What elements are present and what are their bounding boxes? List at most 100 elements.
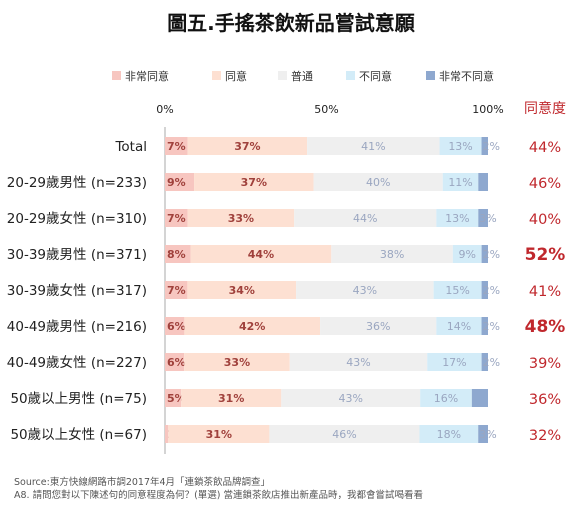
data-label: 41% [361, 140, 385, 153]
bar-segment [184, 353, 290, 371]
bar-rows: Total 7% 37% 41% 13% 2% 44%20-29歲男性 (n=233) 9% 3… [7, 137, 566, 444]
bar-segment [165, 389, 182, 407]
bar-segment [420, 389, 472, 407]
x-tick-label: 100% [472, 103, 503, 116]
x-tick-label: 0% [156, 103, 173, 116]
data-label: 36% [366, 320, 390, 333]
data-label: 7% [167, 212, 186, 225]
bar-segment [439, 137, 482, 155]
bar-segment [187, 209, 295, 227]
bar-segment [194, 173, 314, 191]
bar-segment [269, 425, 420, 443]
bar-segment [331, 245, 453, 263]
bar-segment [307, 137, 440, 155]
bar-segment [481, 137, 488, 155]
category-label: 20-29歲男性 (n=233) [7, 175, 147, 191]
data-label: 37% [241, 176, 267, 189]
bar-segment [481, 245, 488, 263]
bar-row: 20-29歲女性 (n=310) 7% 33% 44% 13% 3% 40% [7, 209, 561, 228]
bar-segment [433, 281, 482, 299]
bar-segment [187, 137, 308, 155]
data-label: 46% [332, 428, 356, 441]
data-label: 34% [229, 284, 255, 297]
agree-value: 36% [529, 392, 561, 408]
agree-value: 32% [529, 428, 561, 444]
data-label: 8% [167, 248, 186, 261]
data-label: 37% [234, 140, 260, 153]
data-label: 2% [483, 284, 500, 297]
bar-row: Total 7% 37% 41% 13% 2% 44% [114, 137, 561, 156]
agree-value: 52% [525, 245, 566, 265]
bar-segment [165, 353, 185, 371]
data-label: 33% [224, 356, 250, 369]
agree-value: 41% [529, 284, 561, 300]
category-label: 50歲以上女性 (n=67) [10, 426, 147, 443]
bar-row: 30-39歲男性 (n=371) 8% 44% 38% 9% 2% 52% [7, 245, 566, 265]
bar-segment [289, 353, 428, 371]
data-label: 43% [346, 356, 370, 369]
category-label: 40-49歲女性 (n=227) [7, 354, 147, 371]
data-label: 6% [167, 356, 186, 369]
legend-label: 非常不同意 [439, 69, 494, 83]
data-label: 42% [239, 320, 265, 333]
data-label: 40% [366, 176, 390, 189]
source-note: Source:東方快線網路市調2017年4月「連鎖茶飲品牌調查」 [14, 477, 271, 488]
data-label: 6% [167, 320, 186, 333]
data-label: 3% [479, 212, 496, 225]
bar-segment [313, 173, 443, 191]
data-label: 3% [479, 428, 496, 441]
bar-segment [165, 173, 195, 191]
data-label: 14% [447, 320, 471, 333]
bar-segment [187, 281, 297, 299]
data-label: 44% [248, 248, 274, 261]
data-label: 33% [228, 212, 254, 225]
legend-swatch [212, 71, 221, 80]
bar-segment [294, 209, 437, 227]
legend-label: 同意 [225, 69, 247, 83]
data-label: 17% [442, 356, 466, 369]
data-label: 38% [380, 248, 404, 261]
footer: Source:東方快線網路市調2017年4月「連鎖茶飲品牌調查」 A8. 請問您… [14, 476, 423, 502]
bar-segment [165, 137, 188, 155]
bar-segment [320, 317, 437, 335]
bar-segment [296, 281, 434, 299]
agree-header: 同意度 [524, 100, 566, 117]
data-label: 43% [353, 284, 377, 297]
agree-value: 44% [529, 140, 561, 156]
bar-segment [165, 281, 188, 299]
bar-segment [281, 389, 421, 407]
agree-value: 39% [529, 356, 561, 372]
bar-segment [427, 353, 482, 371]
bar-segment [165, 317, 185, 335]
bar-segment [481, 281, 488, 299]
bar-segment [181, 389, 282, 407]
bar-segment [184, 317, 321, 335]
data-label: 9% [458, 248, 475, 261]
data-label: 31% [206, 428, 232, 441]
data-label: 5% [167, 392, 186, 405]
legend-swatch [112, 71, 121, 80]
data-label: 9% [167, 176, 186, 189]
category-label: Total [114, 139, 147, 155]
data-label: 44% [353, 212, 377, 225]
bar-row: 30-39歲女性 (n=317) 7% 34% 43% 15% 2% 41% [7, 281, 561, 300]
bar-row: 50歲以上男性 (n=75) 5% 31% 43% 16% 36% [10, 389, 561, 408]
bar-row: 50歲以上女性 (n=67)1%31%46%18%3%32% [10, 425, 561, 444]
data-label: 15% [445, 284, 469, 297]
bar-row: 40-49歲女性 (n=227) 6% 33% 43% 17% 2% 39% [7, 353, 561, 372]
category-label: 20-29歲女性 (n=310) [7, 210, 147, 227]
category-label: 50歲以上男性 (n=75) [10, 391, 147, 407]
x-tick-label: 50% [314, 103, 338, 116]
bar-segment [165, 425, 169, 443]
legend-swatch [278, 71, 287, 80]
bar-segment [471, 389, 488, 407]
legend-label: 非常同意 [125, 69, 169, 83]
data-label: 2% [483, 248, 500, 261]
bar-row: 40-49歲男性 (n=216) 6% 42% 36% 14% 2% 48% [7, 317, 565, 337]
legend-swatch [346, 71, 355, 80]
bar-segment [165, 245, 191, 263]
category-label: 30-39歲男性 (n=371) [7, 247, 147, 263]
bar-segment [481, 317, 488, 335]
bar-segment [442, 173, 479, 191]
